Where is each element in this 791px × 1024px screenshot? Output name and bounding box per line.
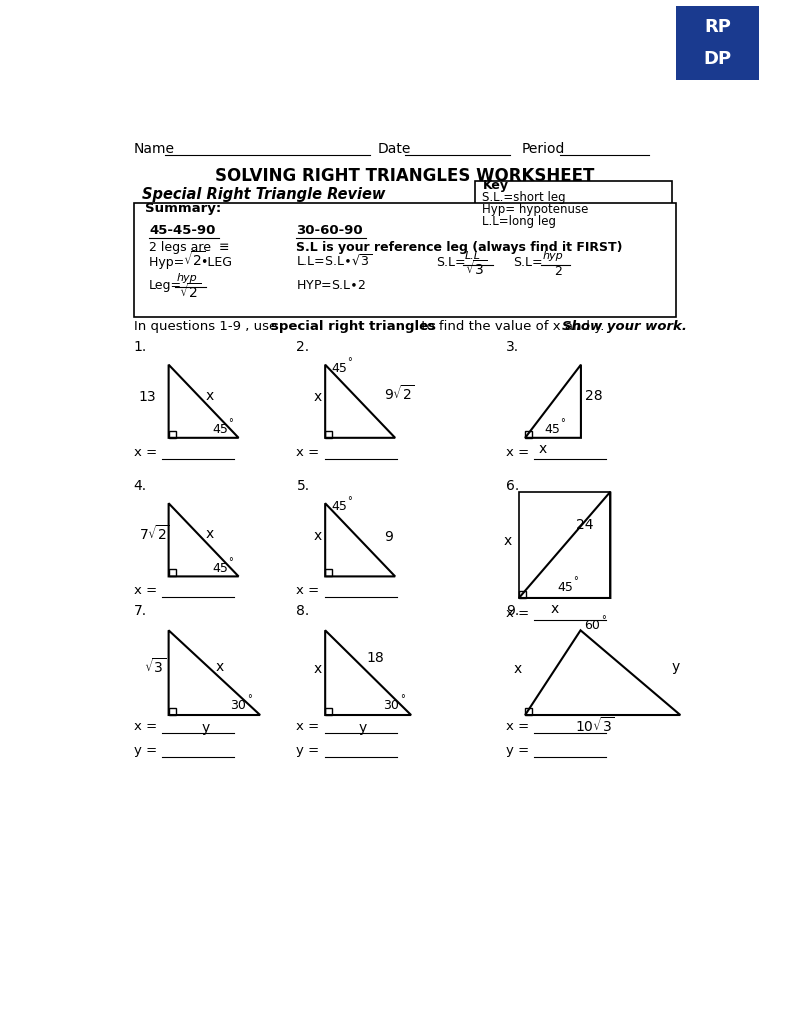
Text: x =: x =: [134, 721, 161, 733]
Text: Special Right Triangle Review: Special Right Triangle Review: [142, 187, 385, 202]
Text: 7$\sqrt{2}$: 7$\sqrt{2}$: [139, 524, 170, 543]
Text: °: °: [400, 694, 405, 703]
Text: 2.: 2.: [297, 340, 309, 354]
Text: 2: 2: [554, 265, 562, 279]
Text: $\sqrt{2}$: $\sqrt{2}$: [179, 282, 201, 301]
FancyBboxPatch shape: [676, 6, 759, 80]
Text: 60: 60: [584, 618, 600, 632]
Text: x: x: [503, 534, 512, 548]
Text: x: x: [206, 389, 214, 402]
Text: °: °: [573, 577, 577, 586]
Text: 5.: 5.: [297, 479, 309, 494]
Text: Period: Period: [521, 142, 565, 156]
Text: In questions 1-9 , use: In questions 1-9 , use: [134, 321, 282, 333]
Text: x: x: [539, 442, 547, 457]
Text: 28: 28: [585, 389, 603, 402]
Text: L.L=long leg: L.L=long leg: [483, 215, 557, 228]
Text: x: x: [551, 602, 559, 616]
Text: 45: 45: [558, 581, 573, 594]
Text: Name: Name: [134, 142, 175, 156]
Text: 2 legs are  ≡: 2 legs are ≡: [149, 241, 229, 254]
Text: °: °: [560, 418, 565, 428]
Text: °: °: [248, 694, 252, 703]
Text: x: x: [313, 662, 322, 676]
Text: y =: y =: [134, 743, 161, 757]
Text: 13: 13: [138, 390, 156, 404]
Text: x: x: [313, 390, 322, 404]
Text: Summary:: Summary:: [146, 202, 221, 215]
Text: 30: 30: [230, 698, 247, 712]
Text: 45: 45: [213, 423, 229, 436]
Text: 45: 45: [331, 500, 347, 513]
Text: 3.: 3.: [505, 340, 519, 354]
Text: 30: 30: [384, 698, 399, 712]
Text: $\sqrt{3}$: $\sqrt{3}$: [465, 259, 487, 279]
Text: x =: x =: [505, 607, 533, 621]
FancyBboxPatch shape: [134, 203, 676, 316]
Text: 45: 45: [213, 562, 229, 574]
Text: SOLVING RIGHT TRIANGLES WORKSHEET: SOLVING RIGHT TRIANGLES WORKSHEET: [215, 167, 595, 185]
Text: 45: 45: [331, 361, 347, 375]
Text: °: °: [229, 418, 233, 428]
Text: Leg=: Leg=: [149, 280, 183, 292]
Text: °: °: [229, 557, 233, 567]
Text: 8.: 8.: [297, 604, 310, 617]
Text: 24: 24: [576, 518, 593, 531]
Text: $\sqrt{3}$: $\sqrt{3}$: [144, 656, 166, 676]
Text: 7.: 7.: [134, 604, 147, 617]
Text: y =: y =: [297, 743, 324, 757]
Text: Hyp= hypotenuse: Hyp= hypotenuse: [483, 203, 589, 216]
Text: 6.: 6.: [505, 479, 519, 494]
Text: x: x: [313, 528, 322, 543]
Text: special right triangles: special right triangles: [271, 321, 436, 333]
Text: L.L=S.L$\bullet\sqrt{3}$: L.L=S.L$\bullet\sqrt{3}$: [297, 254, 373, 269]
Text: °: °: [600, 614, 605, 625]
Text: 9.: 9.: [505, 604, 519, 617]
Text: •LEG: •LEG: [199, 256, 232, 269]
Text: S.L=: S.L=: [513, 256, 543, 269]
FancyBboxPatch shape: [519, 492, 611, 598]
Text: x =: x =: [297, 445, 324, 459]
Text: y: y: [201, 721, 210, 735]
FancyBboxPatch shape: [475, 181, 672, 236]
Text: 9$\sqrt{2}$: 9$\sqrt{2}$: [384, 384, 415, 402]
Text: x =: x =: [297, 721, 324, 733]
Text: y =: y =: [505, 743, 533, 757]
Text: S.L.=short leg: S.L.=short leg: [483, 191, 566, 205]
Text: to find the value of x and y.: to find the value of x and y.: [417, 321, 612, 333]
Text: x =: x =: [505, 445, 533, 459]
Text: x =: x =: [134, 445, 161, 459]
Text: DP: DP: [704, 50, 732, 69]
Text: x: x: [216, 659, 224, 674]
Text: y: y: [358, 721, 367, 735]
Text: 45-45-90: 45-45-90: [149, 224, 216, 237]
Text: 4.: 4.: [134, 479, 147, 494]
Text: 30-60-90: 30-60-90: [297, 224, 363, 237]
Text: hyp: hyp: [542, 251, 563, 261]
Text: $\sqrt{2}$: $\sqrt{2}$: [183, 250, 205, 269]
Text: HYP=S.L$\bullet$2: HYP=S.L$\bullet$2: [297, 280, 367, 292]
Text: °: °: [347, 357, 352, 368]
Text: x: x: [206, 527, 214, 542]
Text: hyp: hyp: [176, 272, 197, 283]
Text: 9: 9: [384, 530, 393, 545]
Text: x =: x =: [297, 584, 324, 597]
Text: L.L: L.L: [464, 251, 481, 261]
Text: x =: x =: [505, 721, 533, 733]
Text: 1.: 1.: [134, 340, 147, 354]
Text: RP: RP: [705, 17, 731, 36]
Text: x =: x =: [134, 584, 161, 597]
Text: x: x: [513, 662, 522, 676]
Text: 10$\sqrt{3}$: 10$\sqrt{3}$: [575, 716, 615, 735]
Text: Date: Date: [378, 142, 411, 156]
Text: 18: 18: [367, 651, 384, 666]
Text: S.L=: S.L=: [436, 256, 466, 269]
Text: Hyp=: Hyp=: [149, 256, 188, 269]
Text: 45: 45: [545, 423, 561, 436]
Text: Show your work.: Show your work.: [562, 321, 687, 333]
Text: y: y: [672, 659, 680, 674]
Text: S.L is your reference leg (always find it FIRST): S.L is your reference leg (always find i…: [297, 241, 623, 254]
Text: °: °: [347, 496, 352, 506]
Text: Key: Key: [483, 179, 509, 193]
